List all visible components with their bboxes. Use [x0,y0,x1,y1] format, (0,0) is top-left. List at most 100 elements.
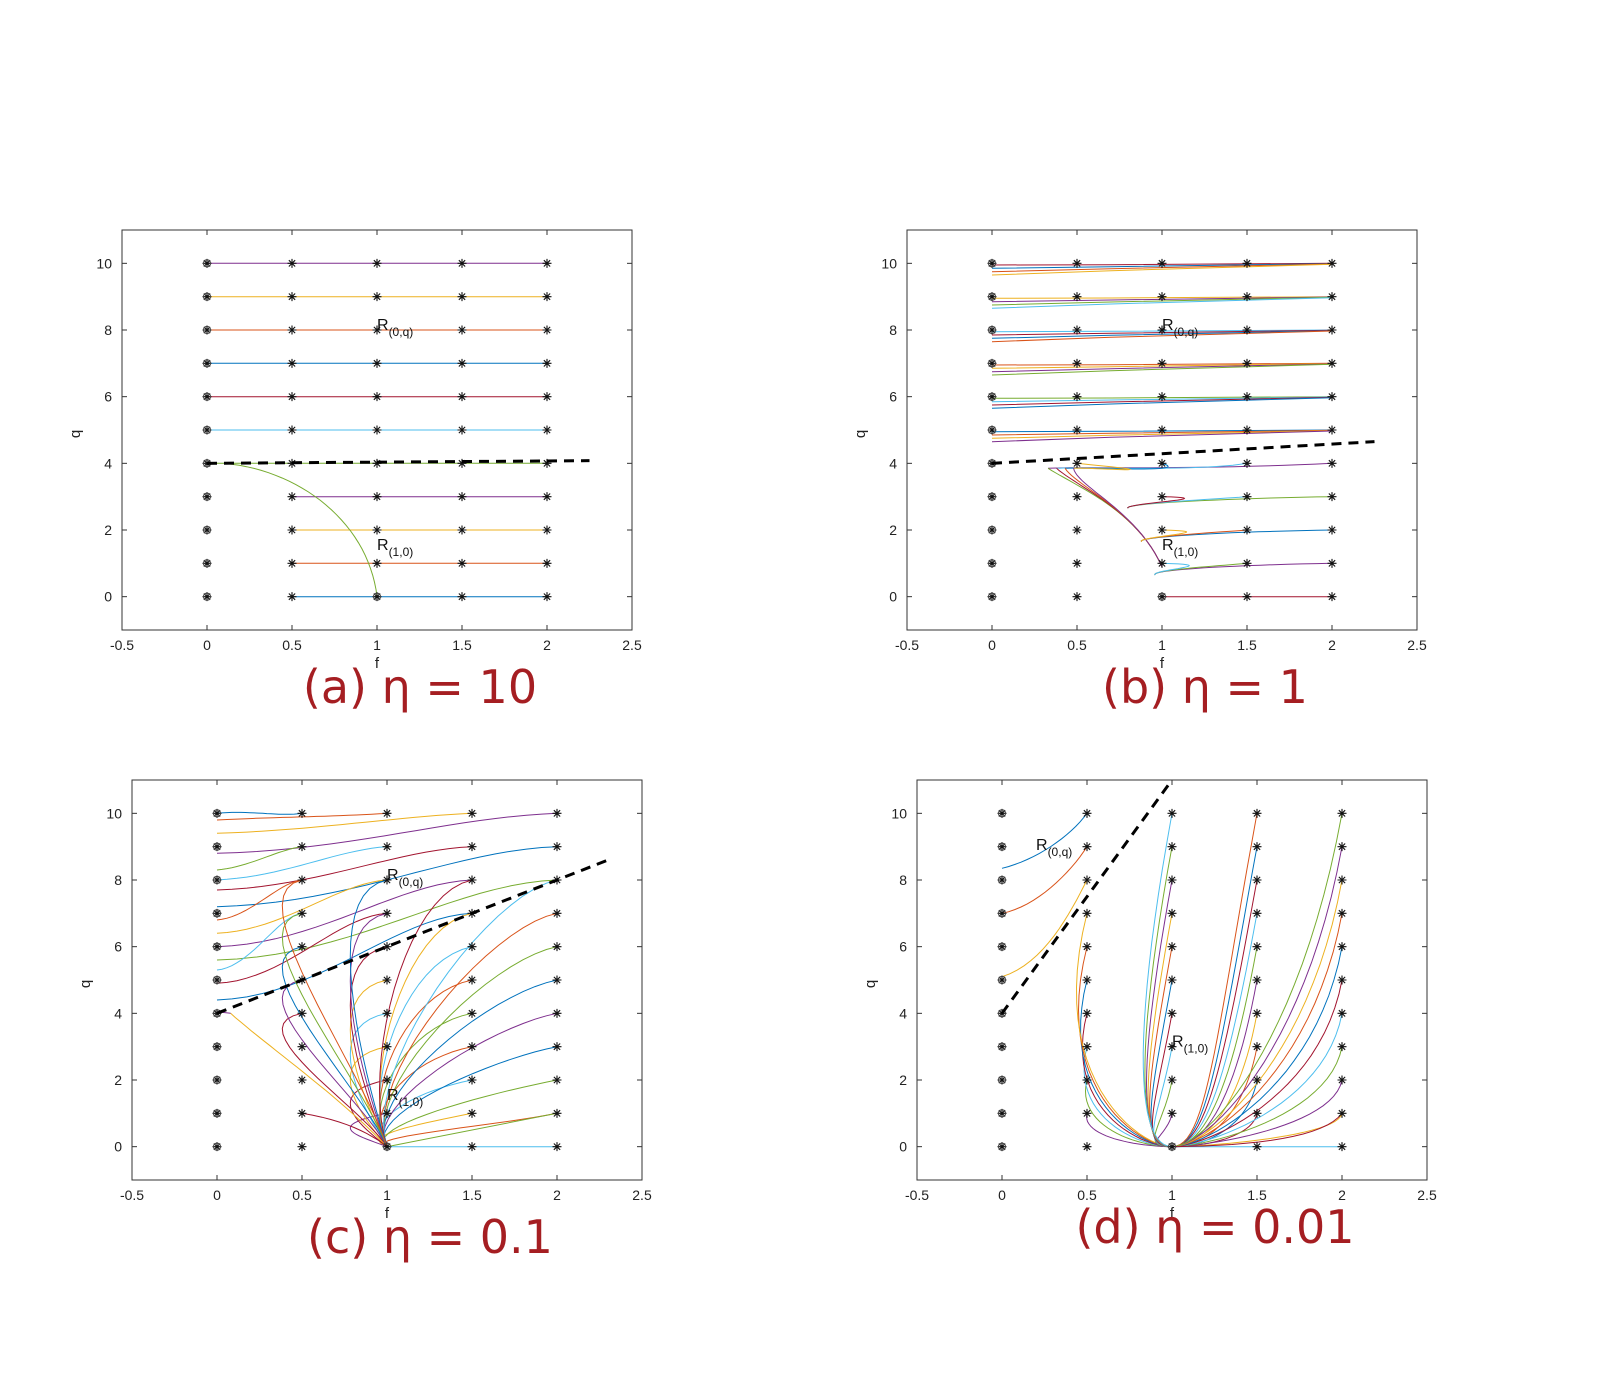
trajectory [1151,1013,1173,1148]
start-point-marker [202,425,212,435]
start-point-marker [287,325,297,335]
start-point-marker [1072,525,1082,535]
start-point-marker [552,908,562,918]
start-point-marker [1167,1108,1177,1118]
start-point-marker [457,392,467,402]
region-label-sub: (1,0) [399,1095,424,1109]
start-point-marker [202,292,212,302]
start-point-marker [542,492,552,502]
y-tick-label: 2 [104,522,112,538]
start-point-marker [1167,1075,1177,1085]
trajectory [991,430,1333,439]
x-tick-label: 2.5 [632,1187,652,1203]
region-label-sub: (0,q) [1048,845,1073,859]
y-tick-label: 2 [114,1072,122,1088]
x-tick-label: 1.5 [1247,1187,1267,1203]
trajectory [378,879,473,1147]
trajectory [383,979,558,1147]
x-axis-label: f [1160,655,1165,672]
start-point-marker [382,1142,392,1152]
start-point-marker [212,875,222,885]
region-label-sub: (1,0) [1174,545,1199,559]
start-point-marker [1327,492,1337,502]
trajectory [1140,529,1188,542]
start-point-marker [1082,1142,1092,1152]
trajectory [281,912,388,1147]
start-point-marker [287,592,297,602]
start-point-marker [997,842,1007,852]
trajectory [1073,462,1132,471]
start-point-marker [1242,292,1252,302]
start-point-marker [297,1042,307,1052]
x-tick-label: 2 [1328,637,1336,653]
start-point-marker [467,808,477,818]
start-point-marker [1157,592,1167,602]
start-point-marker [997,875,1007,885]
x-tick-label: 1.5 [452,637,472,653]
end-point-marker [212,1142,222,1151]
y-tick-label: 0 [899,1139,907,1155]
start-point-marker [1242,458,1252,468]
trajectory [1084,1079,1173,1148]
start-point-marker [297,1142,307,1152]
start-point-marker [1327,392,1337,402]
x-tick-label: 2.5 [1417,1187,1437,1203]
y-tick-label: 4 [899,1005,907,1021]
trajectory [991,363,1333,376]
y-tick-label: 6 [889,389,897,405]
y-tick-label: 0 [104,589,112,605]
start-point-marker [1337,1008,1347,1018]
panel-b: -0.5 0 0.5 1 1.5 2 2.5 0 2 4 6 8 10 f q R(0,q) R(1,0) (b… [825,200,1585,820]
start-point-marker [457,558,467,568]
dashed-boundary-line [206,459,590,465]
x-tick-label: 2 [543,637,551,653]
trajectory [349,912,388,1147]
start-point-marker [1242,558,1252,568]
trajectory [216,812,558,854]
trajectory [383,912,558,1147]
start-point-marker [382,1108,392,1118]
start-point-marker [1157,358,1167,368]
end-point-marker [372,592,382,601]
y-tick-label: 8 [104,322,112,338]
end-point-marker [202,292,212,301]
y-tick-label: 6 [114,939,122,955]
end-point-marker [987,492,997,501]
y-tick-label: 10 [96,255,112,271]
y-tick-label: 10 [106,805,122,821]
start-point-marker [552,842,562,852]
y-tick-label: 8 [899,872,907,888]
start-point-marker [202,358,212,368]
start-point-marker [1252,1008,1262,1018]
end-point-marker [212,1075,222,1085]
trajectory [216,879,473,948]
start-point-marker [987,392,997,402]
trajectory [1171,913,1258,1148]
x-tick-label: 0 [213,1187,221,1203]
start-point-marker [202,525,212,535]
end-point-marker [1157,592,1167,601]
start-point-marker [1072,358,1082,368]
trajectory [301,1112,388,1148]
start-point-marker [287,292,297,302]
start-point-marker [372,392,382,402]
start-point-marker [382,975,392,985]
start-point-marker [1072,325,1082,335]
start-point-marker [467,1142,477,1152]
end-point-marker [202,325,212,335]
start-point-marker [1327,558,1337,568]
start-point-marker [552,975,562,985]
x-tick-label: -0.5 [905,1187,929,1203]
start-point-marker [287,525,297,535]
y-tick-label: 6 [899,939,907,955]
start-point-marker [372,292,382,302]
start-point-marker [212,842,222,852]
trajectory [1153,1046,1173,1148]
start-point-marker [1252,842,1262,852]
dashed-boundary-line [216,858,609,1015]
end-point-marker [212,842,222,851]
x-tick-label: 1.5 [1237,637,1257,653]
start-point-marker [1337,1108,1347,1118]
start-point-marker [552,808,562,818]
end-point-marker [212,975,222,985]
